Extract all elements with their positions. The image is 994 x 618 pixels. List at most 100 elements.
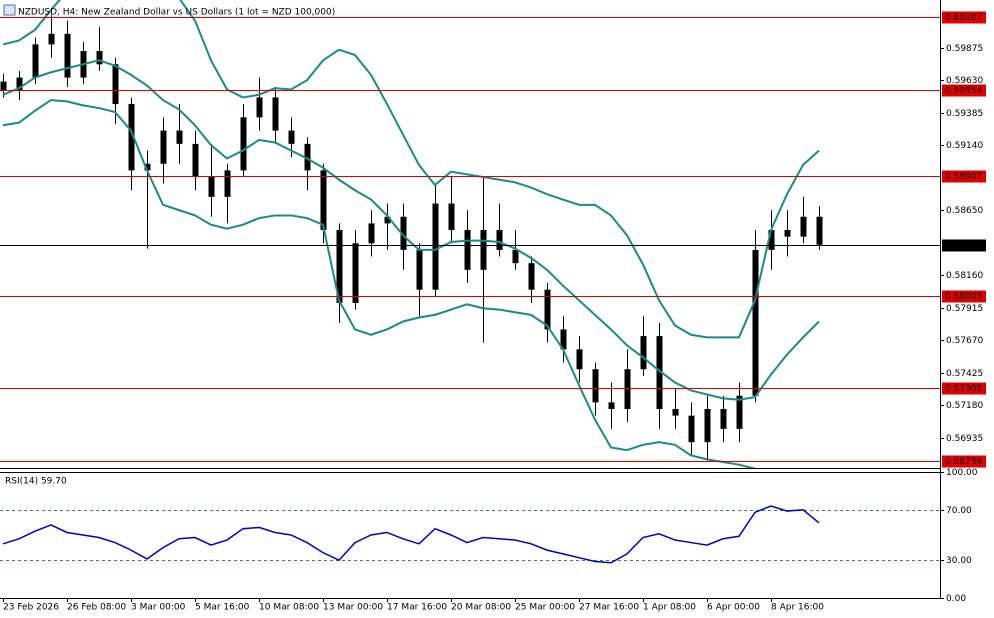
candle-body <box>352 243 359 303</box>
y-tick-label: 0.59140 <box>946 141 983 151</box>
candle-body <box>768 230 775 250</box>
candle-body <box>448 203 455 231</box>
candle-body <box>704 409 711 443</box>
candle-body <box>256 97 263 118</box>
candle-body <box>512 249 519 264</box>
candle-body <box>544 289 551 330</box>
candle-body <box>640 336 647 370</box>
x-tick-label: 25 Mar 00:00 <box>515 603 575 613</box>
candle-body <box>208 176 215 197</box>
bollinger-band <box>2 0 820 339</box>
candle-body <box>176 130 183 144</box>
candle-body <box>432 203 439 290</box>
candle-body <box>624 369 631 410</box>
candle-body <box>400 216 407 250</box>
candle-body <box>720 409 727 429</box>
candle-body <box>608 402 615 410</box>
x-tick-label: 23 Feb 2026 <box>3 603 59 613</box>
level-label-box <box>942 382 986 395</box>
x-tick-label: 8 Apr 16:00 <box>771 603 824 613</box>
chart-title: NZDUSD, H4: New Zealand Dollar vs US Dol… <box>18 8 335 18</box>
y-tick-label: 0.57670 <box>946 336 983 346</box>
x-tick-label: 20 Mar 08:00 <box>451 603 511 613</box>
x-tick-label: 10 Mar 08:00 <box>259 603 319 613</box>
candle-body <box>480 230 487 270</box>
y-tick-label: 100.00 <box>946 468 978 478</box>
candle-body <box>224 170 231 197</box>
y-tick-label: 70.00 <box>946 506 972 516</box>
y-tick-label: 0.56935 <box>946 434 983 444</box>
candle-body <box>816 216 823 245</box>
y-tick-label: 0.58160 <box>946 271 983 281</box>
chart-icon <box>3 4 16 16</box>
y-tick-label: 0.57180 <box>946 401 983 411</box>
candle-body <box>800 216 807 237</box>
candle-body <box>496 230 503 250</box>
x-tick-label: 13 Mar 00:00 <box>323 603 383 613</box>
candle-body <box>656 336 663 410</box>
y-tick-label: 0.57915 <box>946 304 983 314</box>
candle-body <box>160 130 167 164</box>
level-label: 0.60107 <box>945 13 982 23</box>
candle-body <box>416 249 423 290</box>
level-label: 0.57306 <box>945 384 982 394</box>
rsi-line <box>2 505 820 564</box>
candle-body <box>528 263 535 290</box>
main-panel <box>0 0 940 468</box>
y-tick-label: 0.57425 <box>946 369 983 379</box>
level-label-box <box>942 290 986 303</box>
candle-body <box>368 223 375 244</box>
bollinger-band <box>2 59 820 401</box>
last-price-label: 0.58389 <box>945 241 982 251</box>
level-label: 0.58907 <box>945 172 982 182</box>
candle-body <box>48 33 55 45</box>
level-label-box <box>942 455 986 468</box>
candle-body <box>336 230 343 303</box>
y-tick-label: 30.00 <box>946 556 972 566</box>
candle-body <box>128 104 135 171</box>
level-label: 0.59554 <box>945 86 982 96</box>
level-label: 0.56758 <box>945 457 982 467</box>
y-tick-label: 0.59875 <box>946 44 983 54</box>
candle-body <box>240 117 247 171</box>
x-tick-label: 1 Apr 08:00 <box>643 603 696 613</box>
x-tick-label: 5 Mar 16:00 <box>195 603 250 613</box>
candle-body <box>320 170 327 231</box>
candle-body <box>0 81 7 91</box>
y-tick-label: 0.59630 <box>946 76 983 86</box>
candle-body <box>64 33 71 78</box>
x-tick-label: 3 Mar 00:00 <box>131 603 186 613</box>
candle-body <box>192 143 199 177</box>
candle-body <box>272 97 279 131</box>
x-tick-label: 17 Mar 16:00 <box>387 603 447 613</box>
candle-body <box>464 230 471 270</box>
candle-body <box>736 395 743 429</box>
bollinger-band <box>2 99 819 468</box>
candle-body <box>96 51 103 65</box>
candle-body <box>688 415 695 443</box>
rsi-title: RSI(14) 59.70 <box>5 477 67 487</box>
candle-body <box>16 77 23 91</box>
candle-body <box>112 64 119 105</box>
y-tick-label: 0.59385 <box>946 109 983 119</box>
candle-body <box>672 409 679 416</box>
candle-body <box>576 349 583 370</box>
candle-body <box>304 143 311 171</box>
candle-body <box>32 44 39 78</box>
axes: 0.59875 0.59630 0.59385 0.59140 0.58650 0.581… <box>3 11 986 613</box>
x-tick-label: 26 Feb 08:00 <box>67 603 126 613</box>
level-label: 0.58005 <box>945 292 982 302</box>
level-label-box <box>942 170 986 183</box>
candle-body <box>384 216 391 224</box>
level-label-box <box>942 84 986 97</box>
candle-body <box>144 163 151 171</box>
y-tick-label: 0.58650 <box>946 206 983 216</box>
last-price-box <box>942 239 986 252</box>
rsi-panel <box>0 505 940 564</box>
candle-body <box>784 230 791 237</box>
candle-body <box>560 329 567 350</box>
level-label-box <box>942 11 986 24</box>
candle-body <box>752 249 759 396</box>
